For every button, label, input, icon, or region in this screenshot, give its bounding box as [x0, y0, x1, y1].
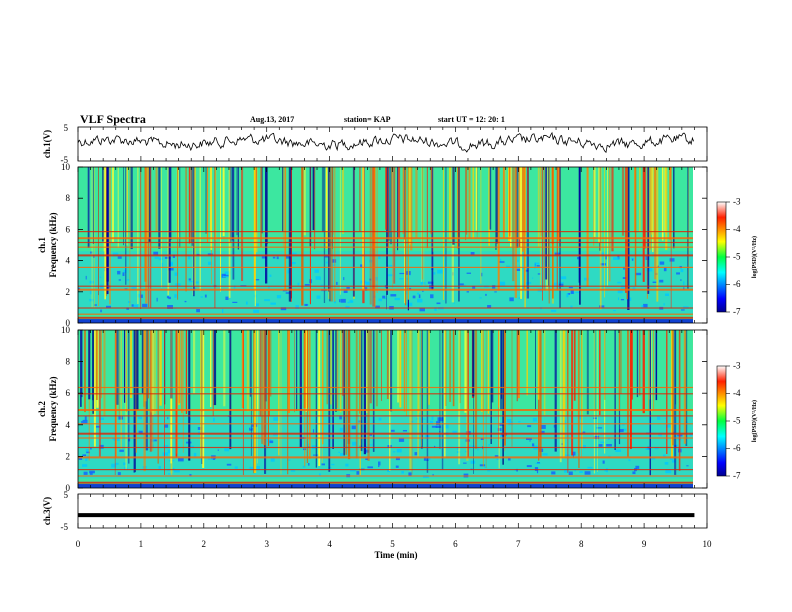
ch2-spectrogram-ylabel-frequency: Frequency (kHz)	[48, 376, 58, 441]
time-axis-ticks	[77, 127, 708, 528]
colorbar-tick-label: -6	[733, 443, 741, 453]
ytick-label: 2	[66, 451, 71, 461]
figure-title: VLF Spectra	[80, 112, 146, 126]
ytick-label: 4	[66, 420, 71, 430]
ch1-spectrogram-ylabel-channel: ch.1	[37, 237, 47, 253]
ch1-spectrogram-yticks: 0 2 4 6 8 10	[61, 162, 707, 328]
ytick-label: 2	[66, 287, 71, 297]
ch1-spectrogram-ylabel-frequency: Frequency (kHz)	[48, 212, 58, 277]
colorbar-tick-label: -5	[733, 252, 741, 262]
colorbar-tick-label: -4	[733, 388, 741, 398]
xtick-label: 3	[264, 539, 269, 549]
ch1-waveform-ytick-top: 5	[64, 123, 69, 133]
ytick-label: 6	[66, 224, 71, 234]
colorbar-tick-label: -7	[733, 307, 741, 317]
xtick-label: 9	[642, 539, 647, 549]
ytick-label: 8	[66, 193, 71, 203]
ch2-spectrogram-panel: 0 2 4 6 8 10 ch.2 Frequency (kHz)	[37, 325, 708, 493]
ch2-colorbar: -3 -4 -5 -6 -7 log(PSD)(V²/Hz)	[716, 361, 758, 481]
xtick-label: 8	[579, 539, 584, 549]
xtick-label: 5	[390, 539, 395, 549]
ch2-spectrogram-image	[78, 330, 693, 488]
ch3-waveform-ytick-bottom: -5	[61, 522, 69, 532]
ch2-colorbar-label: log(PSD)(V²/Hz)	[751, 400, 758, 442]
ch1-colorbar-ticks: -3 -4 -5 -6 -7	[726, 197, 741, 317]
ch3-waveform-ytick-top: 5	[64, 490, 69, 500]
header-start-time: start UT = 12: 20: 1	[438, 115, 505, 124]
xtick-label: 4	[327, 539, 332, 549]
ch2-spectrogram-yticks: 0 2 4 6 8 10	[61, 325, 707, 493]
colorbar-tick-label: -5	[733, 416, 741, 426]
xtick-label: 1	[139, 539, 144, 549]
xtick-label: 0	[76, 539, 81, 549]
colorbar-tick-label: -4	[733, 224, 741, 234]
ch1-colorbar: -3 -4 -5 -6 -7 log(PSD)(V²/Hz)	[716, 197, 758, 317]
header-date: Aug.13, 2017	[250, 115, 294, 124]
ch1-waveform-panel: 5 -5 ch.1(V)	[42, 123, 708, 165]
ytick-label: 8	[66, 357, 71, 367]
xtick-label: 6	[453, 539, 458, 549]
ch2-colorbar-scale	[716, 365, 727, 477]
ch1-colorbar-label: log(PSD)(V²/Hz)	[751, 236, 758, 278]
ch1-spectrogram-panel: 0 2 4 6 8 10 ch.1 Frequency (kHz)	[37, 162, 708, 328]
ch1-waveform-line	[77, 131, 694, 154]
xtick-label: 7	[516, 539, 521, 549]
time-axis-label: Time (min)	[374, 550, 417, 560]
ch3-waveform-panel: 5 -5 ch.3(V)	[42, 490, 708, 532]
ch2-colorbar-ticks: -3 -4 -5 -6 -7	[726, 361, 741, 481]
xtick-label: 2	[202, 539, 207, 549]
colorbar-tick-label: -3	[733, 361, 741, 371]
colorbar-tick-label: -7	[733, 471, 741, 481]
ch1-waveform-ylabel: ch.1(V)	[42, 130, 52, 158]
header-station: station= KAP	[344, 115, 391, 124]
time-axis-tick-labels: 0 1 2 3 4 5 6 7 8 9 10	[76, 539, 712, 549]
ch1-colorbar-scale	[716, 201, 727, 313]
ytick-label: 10	[61, 162, 71, 172]
ytick-label: 10	[61, 325, 71, 335]
ytick-label: 0	[66, 318, 71, 328]
ytick-label: 4	[66, 256, 71, 266]
ch3-waveform-ylabel: ch.3(V)	[42, 497, 52, 525]
ytick-label: 0	[66, 483, 71, 493]
ch1-spectrogram-image	[78, 167, 693, 323]
ch3-waveform-frame	[77, 493, 708, 529]
ch1-waveform-ytick-bottom: -5	[61, 155, 69, 165]
colorbar-tick-label: -3	[733, 197, 741, 207]
xtick-label: 10	[703, 539, 713, 549]
ch2-spectrogram-ylabel-channel: ch.2	[37, 401, 47, 417]
ytick-label: 6	[66, 388, 71, 398]
colorbar-tick-label: -6	[733, 279, 741, 289]
